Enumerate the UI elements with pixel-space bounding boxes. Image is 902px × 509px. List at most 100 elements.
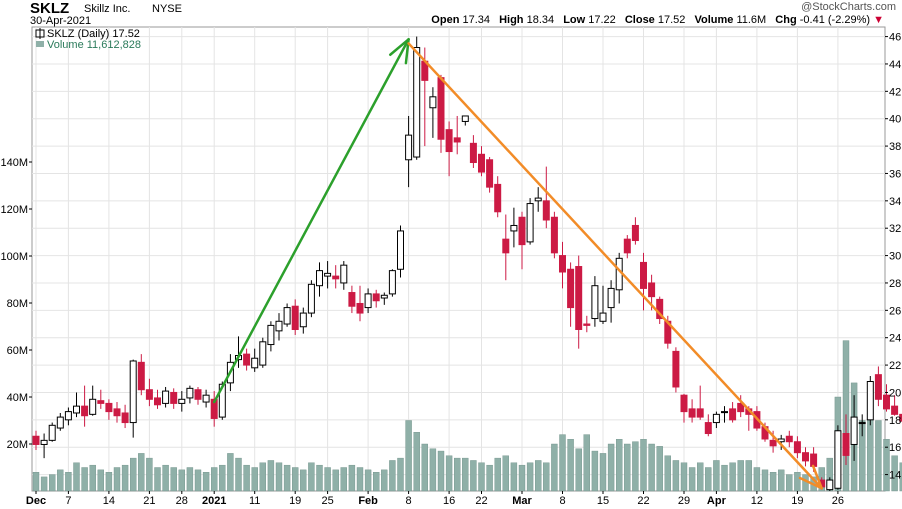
volume-bar (753, 467, 761, 492)
date-tick-label: 8 (406, 495, 412, 507)
date-tick-label: 7 (65, 495, 71, 507)
volume-bar (583, 434, 590, 492)
candle-body (526, 203, 534, 243)
price-tick-label: 14 (889, 470, 901, 482)
exchange-name: NYSE (152, 3, 182, 15)
volume-bar (300, 469, 307, 492)
plot-area (31, 26, 886, 492)
candle-body (388, 270, 396, 295)
volume-bar (332, 469, 339, 492)
date-tick-label: 19 (289, 495, 301, 507)
volume-tick-label: 100M (0, 251, 28, 263)
volume-bar (202, 472, 210, 492)
candle-body (145, 389, 153, 400)
candle-body (170, 391, 178, 404)
candle-body (121, 412, 129, 424)
price-legend-label: SKLZ (Daily) 17.52 (47, 28, 140, 40)
company-name: Skillz Inc. (84, 3, 131, 15)
chg-label: Chg (775, 14, 797, 26)
candle-body (793, 441, 801, 454)
price-tick-label: 40 (889, 114, 901, 126)
candle-body (194, 389, 202, 400)
date-tick-label: 28 (176, 495, 188, 507)
date-tick-label: Apr (707, 495, 727, 507)
candle-body (259, 341, 267, 366)
volume-bar (778, 469, 785, 492)
candle-body (607, 287, 615, 309)
price-tick-label: 28 (889, 278, 901, 290)
candle-body (648, 282, 656, 298)
volume-bar (875, 420, 882, 492)
volume-bar (364, 469, 372, 492)
candle-body (105, 402, 113, 413)
candle-body (324, 272, 332, 277)
candle-body (785, 435, 793, 443)
volume-bar (97, 469, 105, 492)
candle-body (591, 285, 599, 320)
candle-body (680, 394, 688, 413)
uptrend-arrowhead (388, 38, 410, 57)
volume-bar (688, 467, 696, 492)
volume-bar (510, 462, 518, 492)
volume-bar (373, 472, 380, 492)
volume-bar (73, 462, 80, 492)
candle-body (672, 350, 680, 388)
volume-bar (105, 472, 113, 492)
price-tick-label: 26 (889, 305, 901, 317)
close-value: 17.52 (657, 14, 686, 26)
volume-bar (761, 469, 769, 492)
candle-body (316, 270, 323, 287)
date-tick-label: 16 (443, 495, 455, 507)
candle-body (437, 77, 445, 140)
open-value: 17.34 (462, 14, 491, 26)
candle-body (826, 479, 834, 491)
candles (32, 36, 902, 491)
volume-bar (486, 464, 493, 492)
candle-body (583, 323, 591, 326)
candle-body (842, 433, 850, 456)
candle-body (113, 408, 121, 417)
candle-body (178, 398, 186, 404)
volume-bar (470, 460, 477, 492)
date-tick-label: 29 (678, 495, 690, 507)
volume-bar (381, 469, 388, 492)
candle-body (137, 361, 145, 391)
candle-body (623, 238, 631, 254)
candle-body (97, 400, 105, 404)
candle-body (874, 374, 882, 400)
volume-tick-label: 20M (7, 439, 28, 451)
candle-body (202, 394, 210, 403)
candle-body (737, 402, 745, 413)
volume-bar (421, 443, 428, 492)
candle-body (729, 408, 737, 421)
volume-bar (713, 460, 720, 492)
volume-bar (413, 432, 420, 492)
date-tick-label: 2021 (202, 495, 226, 507)
candle-body (154, 397, 161, 406)
candle-body (899, 413, 902, 422)
volume-bar (899, 462, 902, 492)
candle-body (575, 266, 583, 330)
volume-bar (57, 469, 64, 492)
volume-tick-label: 40M (7, 392, 28, 404)
volume-label: Volume (694, 14, 734, 26)
volume-legend-label: Volume 11,612,828 (47, 39, 141, 51)
candle-body (299, 312, 307, 328)
date-tick-label: 26 (832, 495, 844, 507)
volume-bar (575, 448, 582, 492)
volume-bar (551, 443, 558, 492)
volume-bar (316, 464, 323, 492)
candle-body (413, 47, 421, 158)
candle-body (810, 453, 818, 467)
candle-body (518, 216, 526, 246)
candle-body (275, 320, 283, 332)
price-tick-label: 46 (889, 32, 901, 44)
volume-tick-label: 80M (7, 298, 28, 310)
volume-bar (405, 420, 412, 492)
volume-bar (154, 467, 161, 492)
volume-bar (267, 460, 275, 492)
candle-body (348, 292, 356, 307)
price-axis: 14 16 18 20 22 24 26 28 30 32 34 36 38 40 42 44 46 (885, 32, 901, 482)
candle-body (307, 283, 315, 314)
price-tick-label: 42 (889, 86, 901, 98)
